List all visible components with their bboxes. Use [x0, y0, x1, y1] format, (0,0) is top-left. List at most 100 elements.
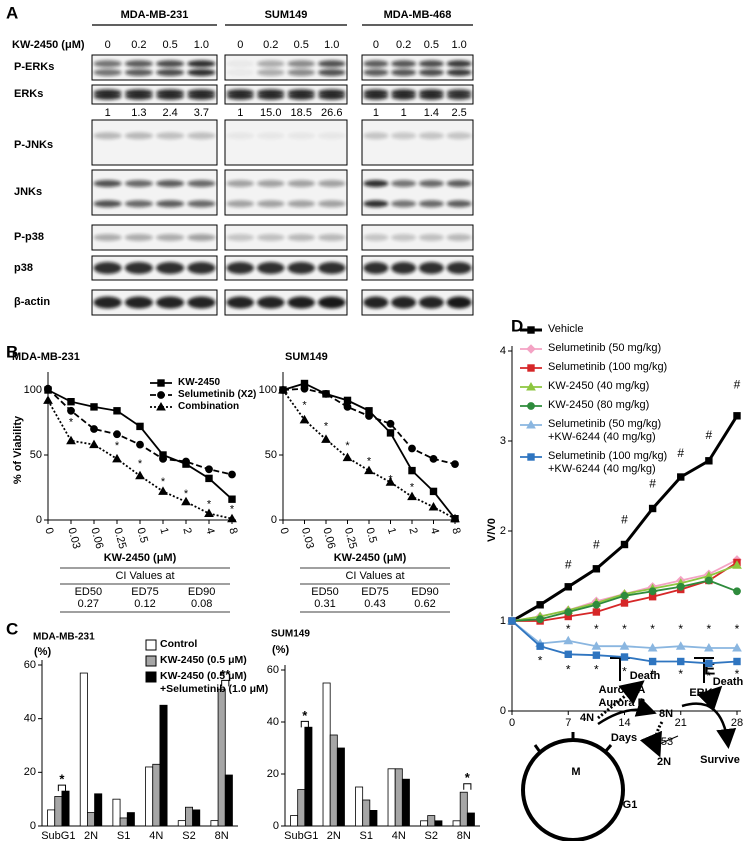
bar [119, 817, 128, 827]
band [287, 234, 315, 241]
legend-swatch [145, 671, 157, 683]
x-tick-label: 14 [618, 717, 630, 729]
band [156, 262, 185, 274]
table-header: ED90 [188, 586, 216, 598]
marker [705, 457, 713, 465]
band [418, 262, 444, 274]
bar [152, 763, 161, 827]
x-tick-label: 4N [392, 830, 406, 841]
ratio: 1 [401, 107, 407, 119]
diagram-label: p53 [655, 736, 673, 748]
bar [185, 806, 193, 827]
y-tick-label: 0 [500, 705, 506, 717]
band [93, 200, 122, 208]
band [93, 180, 122, 187]
band [287, 132, 315, 140]
bar [177, 820, 186, 827]
annotation: * [707, 622, 712, 636]
bar [145, 766, 154, 827]
y-tick-label: 3 [500, 435, 506, 447]
legend-label-box: Combination [178, 401, 240, 412]
marker [204, 508, 214, 517]
band [93, 234, 122, 241]
x-tick-label: 7 [565, 717, 571, 729]
strike [649, 735, 679, 749]
legend-marker [527, 402, 535, 410]
marker [159, 455, 167, 463]
band [391, 200, 417, 208]
bar [336, 747, 345, 827]
band [257, 60, 285, 68]
row-label: β-actin [14, 296, 50, 308]
band [93, 60, 122, 68]
marker [408, 444, 416, 453]
marker [733, 587, 741, 596]
y-tick-label: 0 [271, 514, 277, 526]
annotation: * [678, 622, 683, 636]
dose-label: KW-2450 (μM) [12, 39, 85, 51]
annotation: # [593, 538, 600, 552]
bar [434, 820, 443, 827]
y-tick-label: 50 [30, 449, 42, 461]
marker [591, 641, 602, 650]
band [257, 296, 285, 309]
bar [126, 812, 135, 827]
band [187, 92, 216, 100]
band [318, 200, 346, 208]
marker [648, 504, 657, 513]
panel-label: D [511, 316, 523, 335]
band [124, 200, 153, 208]
y-tick-label: 100 [259, 384, 277, 396]
legend-swatch [145, 639, 157, 651]
bar [192, 809, 201, 827]
arrow [639, 721, 664, 758]
band [318, 60, 346, 68]
band [287, 180, 315, 187]
legend-label: Selumetinib (50 mg/kg) +KW-6244 (40 mg/k… [548, 418, 662, 443]
band [363, 92, 389, 100]
line [282, 389, 456, 520]
legend-label-box: Vehicle [548, 323, 583, 335]
band [156, 92, 185, 100]
dose: 0.2 [131, 39, 146, 51]
diagram-label: 4N [580, 712, 594, 724]
annotation: # [565, 557, 572, 571]
band [257, 234, 285, 241]
table-cell: 0.62 [414, 598, 435, 610]
dose: 0.5 [424, 39, 439, 51]
band [287, 60, 315, 68]
dose: 0 [373, 39, 379, 51]
legend-label-box: Selumetinib (100 mg/kg) +KW-6244 (40 mg/… [548, 450, 667, 475]
chart-title: MDA-MB-231 [12, 351, 80, 363]
x-tick-label: 2N [84, 830, 98, 841]
bar [54, 796, 63, 827]
marker [90, 425, 98, 433]
bar [401, 778, 410, 827]
band [93, 262, 122, 274]
legend-label: Combination [178, 401, 240, 412]
legend-marker [157, 379, 165, 387]
marker [451, 460, 459, 469]
blot-box [224, 54, 348, 81]
annotation: * [678, 667, 683, 681]
dose: 0 [105, 39, 111, 51]
band [226, 132, 254, 140]
bar [362, 799, 371, 827]
band [187, 132, 216, 140]
panel-label: E [704, 659, 715, 678]
legend-label: Control [160, 638, 198, 650]
band [363, 200, 389, 208]
legend-marker [157, 391, 165, 399]
band [187, 234, 216, 241]
x-axis-label: Days [611, 732, 637, 744]
annotation: * [538, 654, 543, 668]
x-axis-label: KW-2450 (μM) [104, 552, 177, 564]
y-tick-label: 100 [24, 384, 42, 396]
marker [205, 465, 213, 474]
blot-box [91, 169, 218, 216]
band [287, 92, 315, 100]
y-tick-label: 0 [36, 514, 42, 526]
marker [647, 642, 658, 652]
band [257, 180, 285, 187]
marker [536, 615, 545, 624]
